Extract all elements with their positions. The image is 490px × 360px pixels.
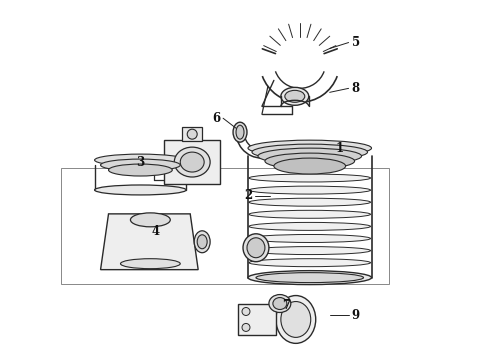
Text: 2: 2 (244, 189, 252, 202)
Ellipse shape (281, 87, 309, 105)
Ellipse shape (249, 174, 370, 182)
Ellipse shape (273, 298, 287, 310)
Text: 5: 5 (351, 36, 360, 49)
Bar (61, 168, 390, 284)
Ellipse shape (248, 271, 371, 285)
Text: 3: 3 (136, 156, 145, 168)
Text: 6: 6 (212, 112, 220, 125)
Polygon shape (100, 214, 198, 270)
Polygon shape (238, 303, 276, 336)
Ellipse shape (95, 185, 186, 195)
Ellipse shape (249, 259, 370, 267)
Ellipse shape (108, 164, 172, 176)
Ellipse shape (121, 259, 180, 269)
Ellipse shape (256, 273, 364, 283)
Ellipse shape (233, 122, 247, 142)
Text: 9: 9 (351, 309, 360, 322)
Ellipse shape (265, 153, 355, 169)
Text: 4: 4 (151, 225, 159, 238)
Text: 1: 1 (336, 141, 343, 155)
Ellipse shape (258, 148, 362, 164)
Ellipse shape (247, 238, 265, 258)
Ellipse shape (249, 247, 370, 255)
Ellipse shape (197, 235, 207, 249)
Ellipse shape (130, 213, 171, 227)
Ellipse shape (269, 294, 291, 312)
Ellipse shape (249, 210, 370, 218)
Ellipse shape (248, 140, 371, 156)
Bar (182, 127, 202, 141)
Ellipse shape (95, 154, 186, 166)
Text: 8: 8 (351, 82, 360, 95)
Ellipse shape (249, 222, 370, 230)
Ellipse shape (249, 234, 370, 243)
Ellipse shape (242, 323, 250, 332)
Ellipse shape (180, 152, 204, 172)
Ellipse shape (187, 129, 197, 139)
Ellipse shape (236, 125, 244, 139)
Ellipse shape (285, 90, 305, 102)
Ellipse shape (249, 186, 370, 194)
Ellipse shape (274, 158, 345, 174)
Polygon shape (164, 140, 220, 184)
Ellipse shape (249, 198, 370, 206)
Ellipse shape (100, 159, 180, 171)
Ellipse shape (242, 307, 250, 315)
Ellipse shape (243, 234, 269, 262)
Ellipse shape (276, 296, 316, 343)
Ellipse shape (252, 144, 368, 160)
Ellipse shape (281, 302, 311, 337)
Text: 7: 7 (282, 299, 290, 312)
Ellipse shape (174, 147, 210, 177)
Ellipse shape (194, 231, 210, 253)
